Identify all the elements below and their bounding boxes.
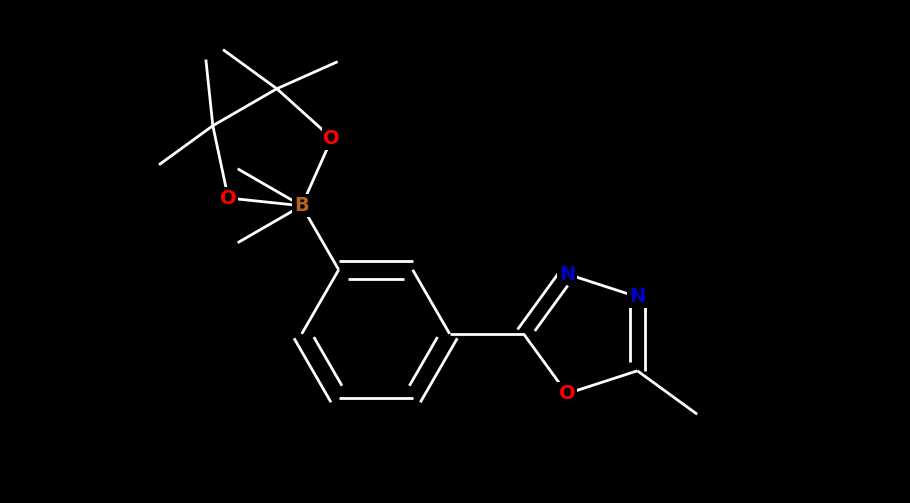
Text: O: O [323, 129, 340, 148]
Text: O: O [559, 384, 575, 403]
Text: O: O [220, 189, 237, 208]
Text: B: B [294, 196, 309, 215]
Text: N: N [559, 265, 575, 284]
Text: N: N [629, 287, 645, 306]
